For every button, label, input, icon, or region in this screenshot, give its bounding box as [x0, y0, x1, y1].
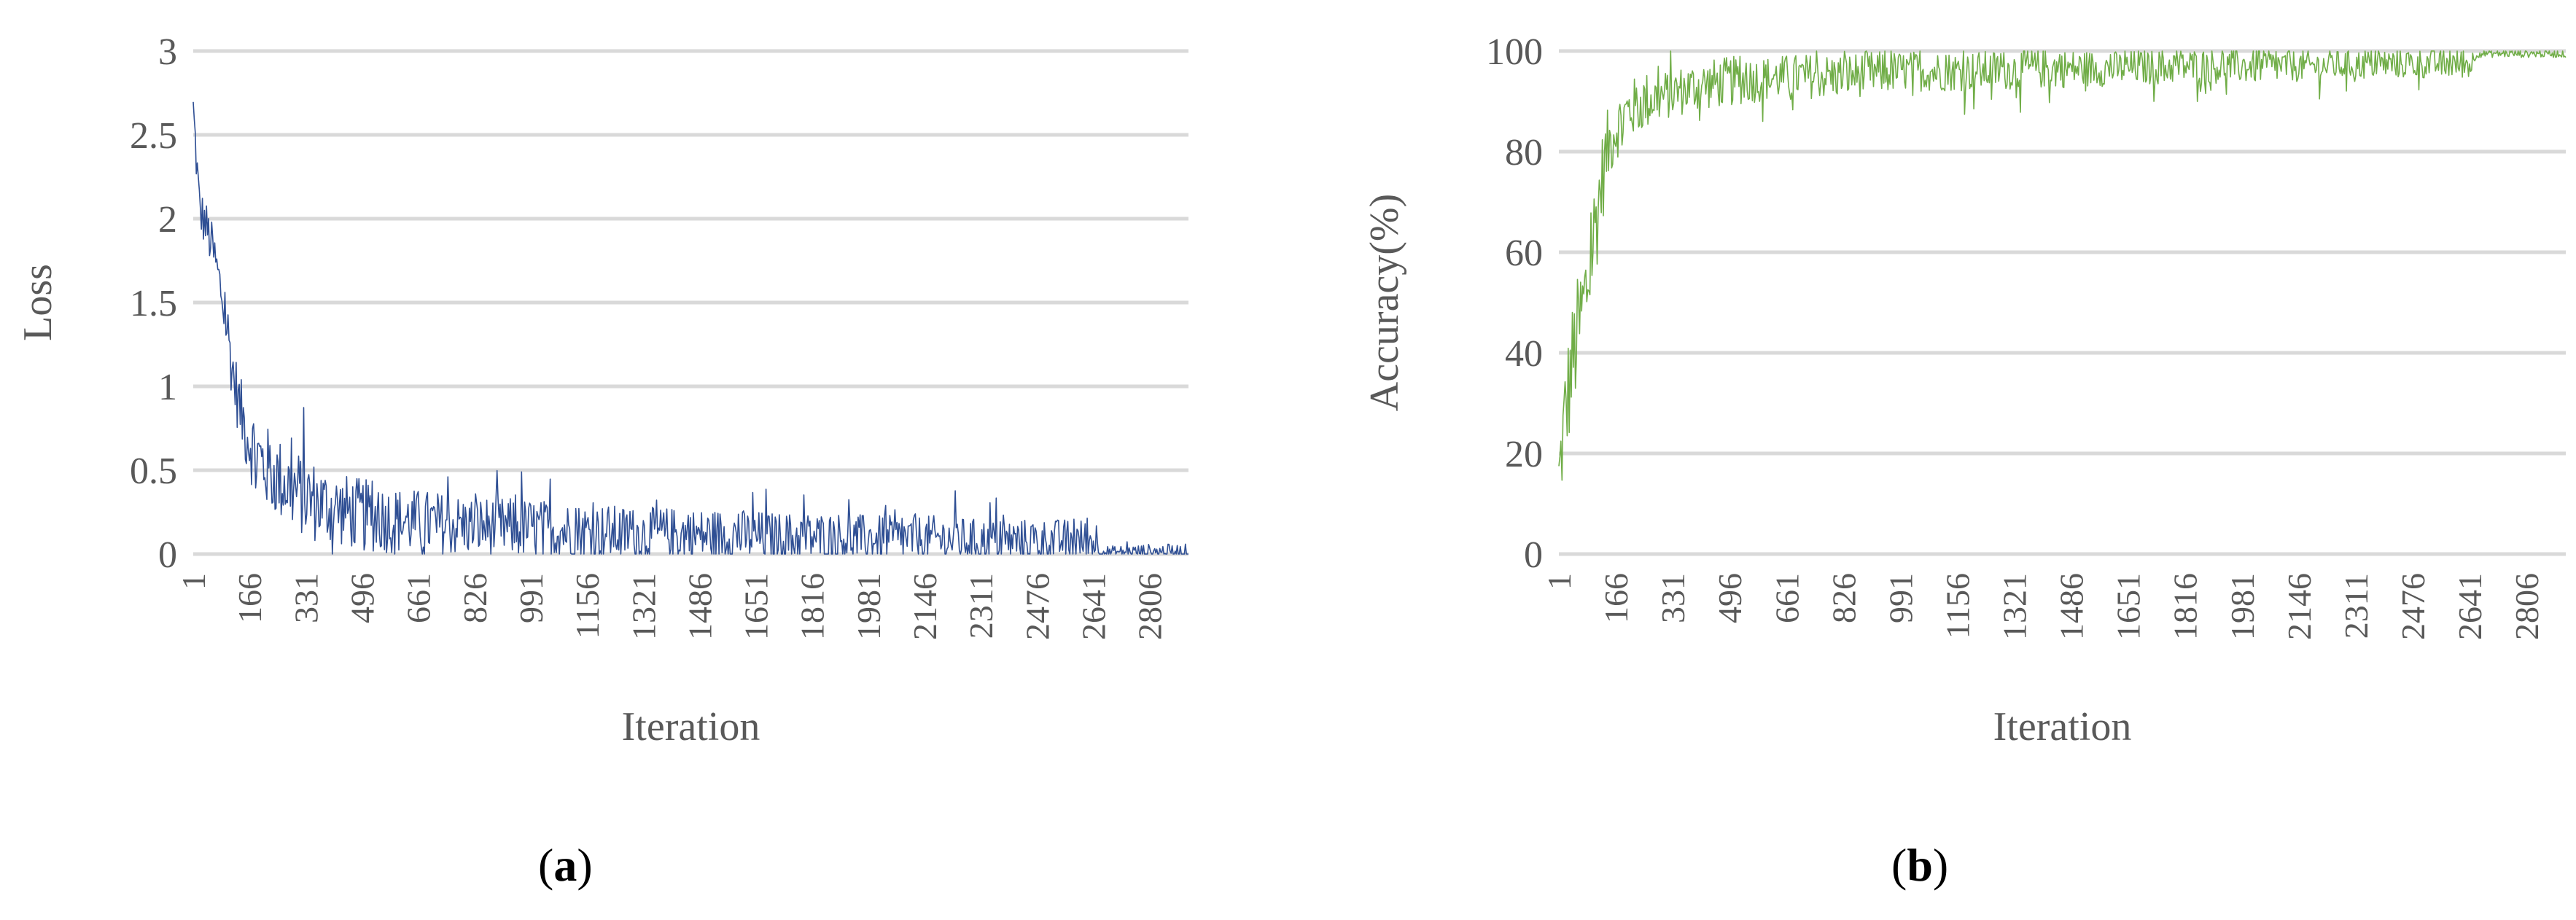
y-tick-label: 2.5 — [130, 115, 177, 157]
x-tick-label: 826 — [1825, 573, 1862, 623]
y-tick-label: 60 — [1505, 233, 1543, 274]
x-tick-label: 1156 — [569, 573, 606, 639]
y-tick-label: 80 — [1505, 132, 1543, 174]
x-tick-label: 1 — [175, 573, 212, 590]
caption-b: (b) — [1891, 839, 1949, 891]
caption-a: (a) — [538, 839, 593, 891]
x-axis-title: Iteration — [1993, 704, 2132, 749]
y-axis-title: Accuracy(%) — [1362, 194, 1407, 411]
y-tick-label: 1.5 — [130, 283, 177, 324]
x-tick-label: 2311 — [2338, 573, 2375, 639]
x-tick-label: 1486 — [681, 573, 718, 640]
y-tick-label: 0 — [158, 534, 177, 576]
x-tick-label: 1156 — [1939, 573, 1976, 639]
accuracy-chart-panel: 0 20 40 60 80 100 1 166 331 496 661 826 991 1156 1321 1… — [1288, 0, 2576, 920]
x-tick-label: 1321 — [1996, 573, 2034, 640]
x-tick-label: 1816 — [794, 573, 831, 640]
x-tick-label: 2641 — [2451, 573, 2489, 640]
x-tick-label: 991 — [1882, 573, 1919, 623]
x-tick-label: 496 — [1711, 573, 1748, 623]
y-tick-label: 100 — [1486, 31, 1543, 73]
x-axis-title: Iteration — [622, 704, 760, 749]
loss-chart-panel: 0 0.5 1 1.5 2 2.5 3 1 166 331 496 661 826 991 1156 1321… — [15, 31, 1188, 749]
x-tick-label: 1651 — [738, 573, 775, 640]
y-tick-label: 40 — [1505, 333, 1543, 375]
x-tick-label: 331 — [1654, 573, 1692, 623]
x-tick-label: 2311 — [962, 573, 1000, 639]
x-tick-label: 2146 — [2281, 573, 2318, 640]
y-tick-label: 0.5 — [130, 451, 177, 492]
x-tick-label: 1651 — [2110, 573, 2147, 640]
x-tick-label: 1321 — [625, 573, 662, 640]
x-tick-label: 2476 — [2394, 573, 2432, 640]
x-tick-label: 991 — [513, 573, 550, 623]
y-tick-label: 20 — [1505, 434, 1543, 475]
series-line — [192, 101, 1188, 555]
y-tick-label: 0 — [1524, 534, 1543, 576]
x-tick-label: 2806 — [2508, 573, 2545, 640]
x-tick-label: 2806 — [1132, 573, 1169, 640]
x-tick-label: 1981 — [850, 573, 887, 640]
x-tick-label: 2146 — [906, 573, 943, 640]
x-tick-label: 2476 — [1019, 573, 1056, 640]
loss-chart: 0 0.5 1 1.5 2 2.5 3 1 166 331 496 661 826 991 1156 1321… — [15, 31, 1188, 749]
y-tick-label: 3 — [158, 31, 177, 73]
x-tick-label: 1816 — [2167, 573, 2204, 640]
x-tick-label: 826 — [456, 573, 494, 623]
x-tick-label: 2641 — [1075, 573, 1113, 640]
y-tick-label: 1 — [158, 367, 177, 408]
y-tick-label: 2 — [158, 199, 177, 241]
x-tick-label: 661 — [1768, 573, 1805, 623]
x-tick-label: 331 — [287, 573, 324, 623]
x-tick-label: 166 — [231, 573, 268, 623]
x-tick-label: 1981 — [2224, 573, 2261, 640]
y-axis-title: Loss — [15, 264, 61, 341]
x-tick-label: 661 — [400, 573, 437, 623]
series-line — [1558, 50, 2567, 481]
x-tick-label: 166 — [1598, 573, 1635, 623]
accuracy-chart: 0 20 40 60 80 100 1 166 331 496 661 826 991 1156 1321 1… — [1362, 31, 2567, 749]
x-tick-label: 1486 — [2053, 573, 2090, 640]
x-tick-label: 496 — [343, 573, 381, 623]
x-tick-label: 1 — [1541, 573, 1578, 590]
